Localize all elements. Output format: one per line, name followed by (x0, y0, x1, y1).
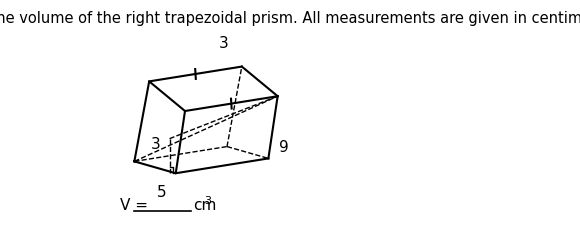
Text: 5: 5 (157, 184, 166, 199)
Text: V =: V = (120, 198, 153, 212)
Text: 3: 3 (151, 137, 160, 151)
Text: Find the volume of the right trapezoidal prism. All measurements are given in ce: Find the volume of the right trapezoidal… (0, 11, 580, 26)
Text: 9: 9 (279, 140, 289, 154)
Text: 3: 3 (204, 195, 211, 205)
Text: cm: cm (193, 198, 216, 212)
Text: 3: 3 (219, 36, 229, 51)
